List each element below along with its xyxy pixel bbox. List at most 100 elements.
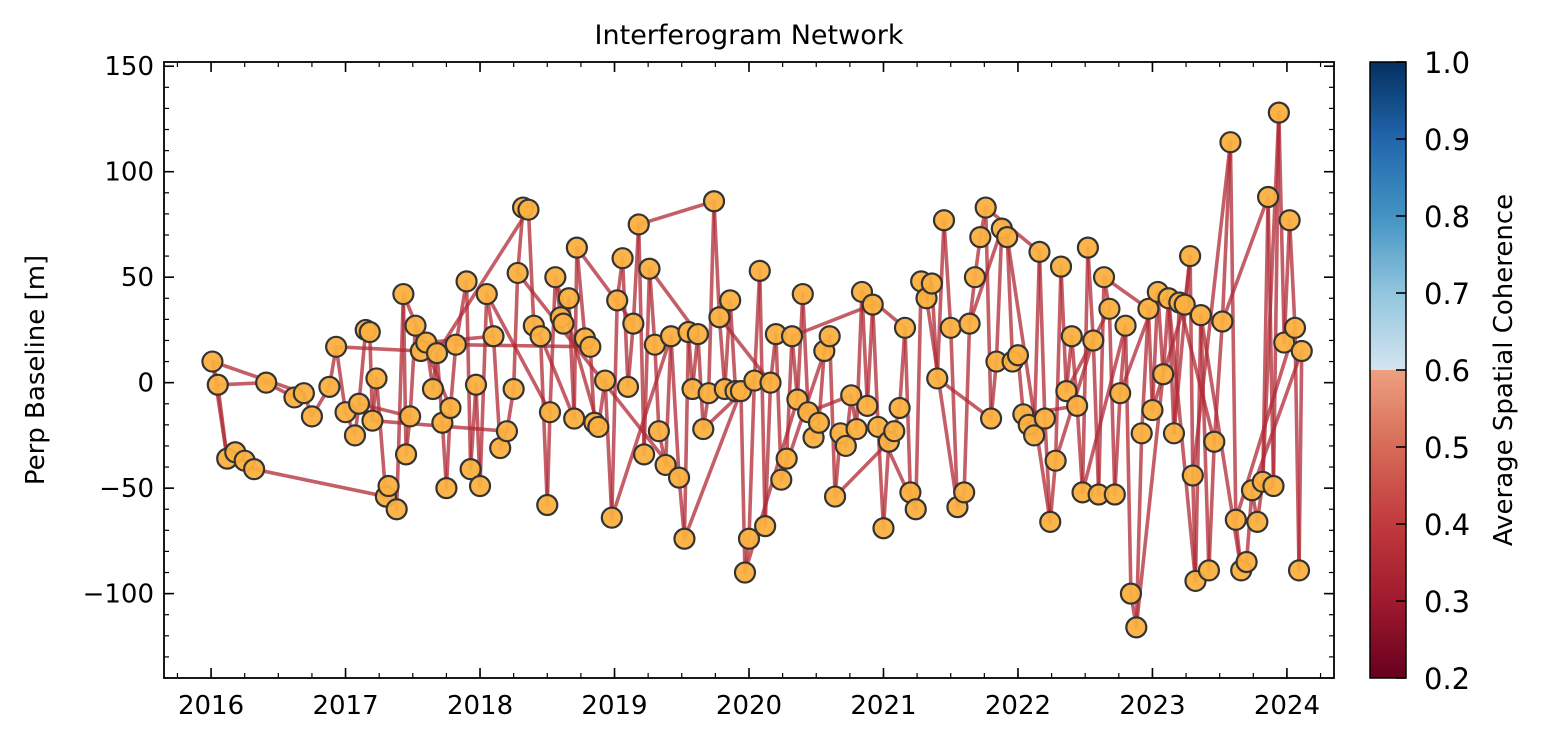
- acquisition-point: [616, 375, 640, 398]
- acquisition-point: [996, 225, 1019, 249]
- network-edge: [1080, 323, 1128, 495]
- network-edge: [357, 328, 368, 406]
- acquisition-point: [318, 375, 341, 398]
- network-edge: [717, 315, 773, 385]
- acquisition-point: [600, 506, 623, 529]
- acquisition-point: [1114, 314, 1137, 337]
- x-tick-label: 2017: [312, 691, 378, 721]
- acquisition-point: [455, 270, 478, 293]
- network-edge: [1150, 302, 1187, 412]
- acquisition-point: [834, 434, 857, 458]
- acquisition-point: [1060, 325, 1083, 348]
- network-edge: [827, 334, 837, 499]
- acquisition-point: [861, 293, 884, 316]
- x-tick-label: 2020: [716, 691, 782, 721]
- acquisition-point: [435, 477, 458, 500]
- acquisition-point: [780, 325, 804, 348]
- acquisition-point: [733, 561, 757, 584]
- y-tick-label: −100: [83, 580, 154, 610]
- acquisition-point: [807, 411, 831, 434]
- acquisition-point: [1189, 304, 1212, 327]
- acquisition-point: [775, 447, 798, 470]
- acquisition-point: [1055, 379, 1078, 403]
- acquisition-point: [421, 377, 445, 401]
- acquisition-point: [770, 468, 793, 491]
- acquisition-point: [1181, 464, 1204, 487]
- colorbar-tick-label: 1.0: [1424, 46, 1470, 80]
- acquisition-point: [1287, 559, 1311, 582]
- acquisition-point: [1119, 582, 1143, 605]
- acquisition-point: [856, 394, 879, 417]
- network-edge: [575, 245, 636, 326]
- colorbar-tick-label: 0.9: [1424, 123, 1470, 157]
- acquisition-point: [1173, 293, 1196, 316]
- network-edge: [663, 334, 673, 467]
- network-edge: [924, 296, 960, 509]
- network-edge: [526, 207, 536, 328]
- acquisition-point: [201, 350, 224, 373]
- y-tick-label: −50: [99, 474, 154, 504]
- nodes-layer: [201, 101, 1313, 639]
- acquisition-point: [737, 527, 761, 550]
- network-edge: [790, 302, 875, 339]
- acquisition-point: [292, 382, 315, 405]
- colorbar-tick-label: 0.3: [1424, 585, 1470, 619]
- acquisition-point: [347, 392, 371, 415]
- network-edge: [1220, 195, 1270, 324]
- acquisition-point: [377, 474, 400, 498]
- acquisition-point: [538, 401, 562, 424]
- acquisition-point: [969, 225, 992, 249]
- acquisition-point: [444, 333, 467, 356]
- acquisition-point: [883, 420, 906, 443]
- acquisition-point: [502, 377, 525, 401]
- chart-title: Interferogram Network: [595, 20, 904, 51]
- acquisition-point: [974, 196, 997, 219]
- acquisition-point: [920, 272, 943, 295]
- network-edge: [682, 330, 691, 541]
- colorbar-tick-label: 0.5: [1424, 431, 1470, 465]
- network-edge: [435, 207, 531, 355]
- colorbar-ticks: 0.2 0.3 0.4 0.5 0.6 0.7 0.8 0.9 1.0: [1396, 46, 1470, 696]
- network-edge: [1190, 140, 1233, 478]
- acquisition-point: [1023, 424, 1046, 447]
- acquisition-point: [399, 405, 422, 428]
- network-edge: [747, 378, 757, 541]
- network-edge: [401, 292, 408, 457]
- network-edge: [669, 334, 681, 480]
- network-edge: [833, 439, 891, 499]
- acquisition-point: [517, 198, 540, 221]
- network-edge: [252, 467, 388, 499]
- acquisition-point: [394, 443, 418, 466]
- acquisition-point: [1179, 244, 1202, 268]
- x-tick-label: 2016: [178, 691, 244, 721]
- acquisition-point: [748, 259, 771, 282]
- network-edge: [1287, 218, 1297, 330]
- network-edge: [610, 334, 673, 520]
- network-edge: [1086, 245, 1096, 343]
- x-tick-label: 2019: [581, 691, 647, 721]
- network-edge: [642, 266, 652, 457]
- acquisition-point: [1137, 297, 1160, 320]
- acquisition-point: [845, 417, 868, 441]
- acquisition-point: [425, 342, 449, 365]
- acquisition-point: [1235, 550, 1258, 574]
- network-edge: [1107, 307, 1117, 497]
- network-edge: [1172, 254, 1192, 436]
- network-edge: [511, 271, 520, 391]
- acquisition-point: [1033, 407, 1056, 430]
- acquisition-point: [1103, 483, 1126, 506]
- acquisition-point: [667, 466, 691, 489]
- acquisition-point: [1224, 508, 1247, 531]
- network-edge: [1188, 254, 1195, 478]
- acquisition-point: [1028, 240, 1051, 263]
- acquisition-point: [1006, 344, 1030, 367]
- network-edge: [408, 323, 418, 419]
- acquisition-point: [638, 257, 661, 280]
- network-edge: [575, 245, 587, 341]
- network-edge: [636, 199, 716, 227]
- network-edge: [1112, 391, 1122, 497]
- acquisition-point: [385, 498, 408, 521]
- colorbar-tick-label: 0.2: [1424, 662, 1470, 696]
- acquisition-point: [565, 236, 588, 259]
